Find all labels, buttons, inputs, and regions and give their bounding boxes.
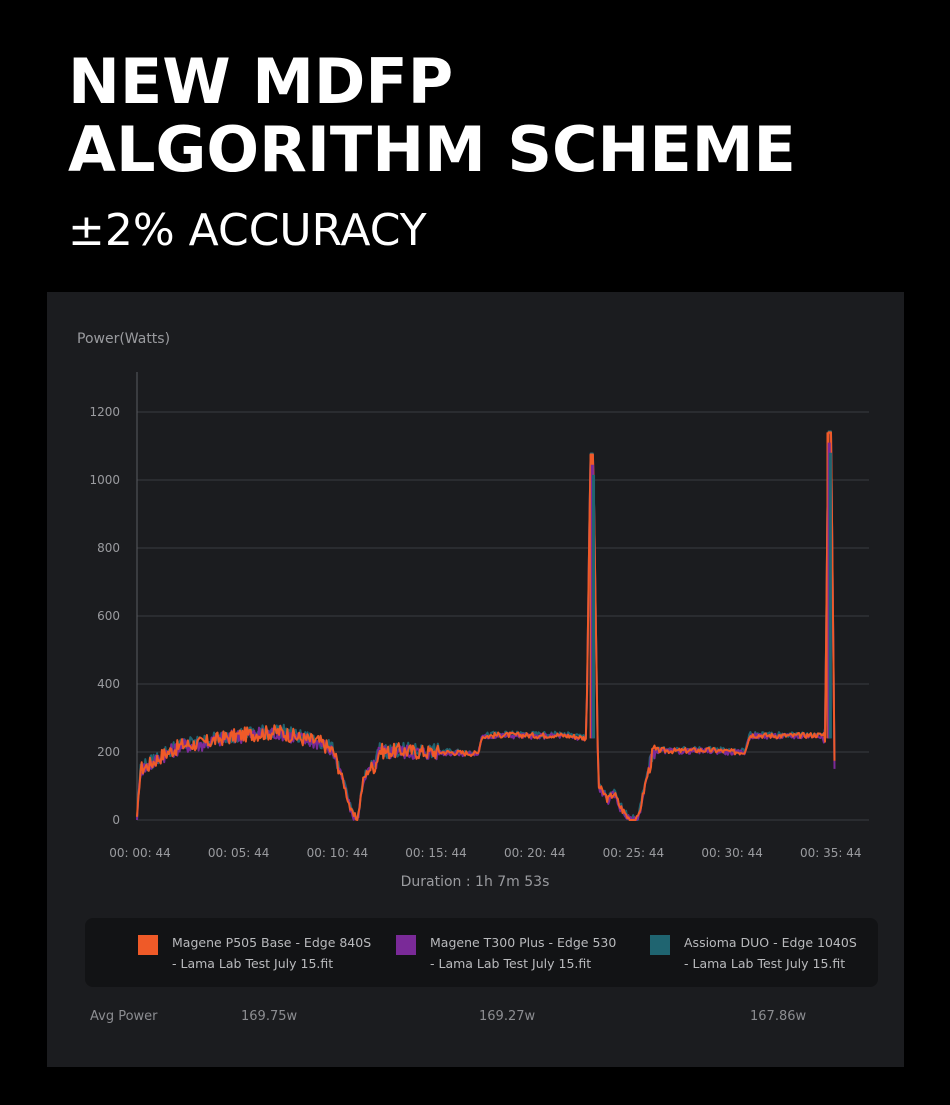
x-tick-label: 00: 15: 44 <box>405 846 467 860</box>
chart-legend: Magene P505 Base - Edge 840S - Lama Lab … <box>85 918 878 987</box>
series-line <box>136 432 836 821</box>
series-line <box>136 431 836 821</box>
x-tick-label: 00: 35: 44 <box>800 846 862 860</box>
headline: NEW MDFP ALGORITHM SCHEME <box>68 48 796 184</box>
x-tick-label: 00: 00: 44 <box>109 846 171 860</box>
subheadline: ±2% ACCURACY <box>68 205 427 256</box>
x-tick-label: 00: 05: 44 <box>208 846 270 860</box>
legend-assioma-line2: - Lama Lab Test July 15.fit <box>684 956 846 971</box>
legend-t300-line1: Magene T300 Plus - Edge 530 <box>430 935 617 950</box>
headline-line-1: NEW MDFP <box>68 45 454 118</box>
legend-label-p505: Magene P505 Base - Edge 840S - Lama Lab … <box>172 932 371 974</box>
y-tick-label: 1000 <box>89 473 120 487</box>
y-tick-label: 600 <box>97 609 120 623</box>
avg-power-t300: 169.27w <box>479 1009 536 1024</box>
legend-swatch-teal <box>650 935 670 955</box>
x-tick-label: 00: 30: 44 <box>701 846 763 860</box>
y-tick-label: 0 <box>112 813 120 827</box>
x-tick-label: 00: 25: 44 <box>603 846 665 860</box>
legend-swatch-purple <box>396 935 416 955</box>
series-line <box>136 430 836 821</box>
legend-t300-line2: - Lama Lab Test July 15.fit <box>430 956 592 971</box>
chart-panel: Power(Watts) 0 200 400 600 800 1000 1200 00: 00:… <box>47 292 904 1067</box>
x-axis-title: Duration : 1h 7m 53s <box>401 874 550 890</box>
power-chart: Power(Watts) 0 200 400 600 800 1000 1200 00: 00:… <box>77 331 869 890</box>
avg-power-p505: 169.75w <box>241 1009 298 1024</box>
y-tick-label: 200 <box>97 745 120 759</box>
avg-power-assioma: 167.86w <box>750 1009 807 1024</box>
y-axis-title: Power(Watts) <box>77 331 170 347</box>
legend-assioma-line1: Assioma DUO - Edge 1040S <box>684 935 857 950</box>
legend-label-assioma: Assioma DUO - Edge 1040S - Lama Lab Test… <box>684 932 857 974</box>
legend-p505-line1: Magene P505 Base - Edge 840S <box>172 935 372 950</box>
y-tick-label: 1200 <box>89 405 120 419</box>
legend-p505-line2: - Lama Lab Test July 15.fit <box>172 956 334 971</box>
y-tick-label: 800 <box>97 541 120 555</box>
x-tick-label: 00: 10: 44 <box>307 846 369 860</box>
legend-label-t300: Magene T300 Plus - Edge 530 - Lama Lab T… <box>430 932 616 974</box>
avg-power-label: Avg Power <box>90 1009 158 1024</box>
legend-swatch-orange <box>138 935 158 955</box>
x-tick-label: 00: 20: 44 <box>504 846 566 860</box>
headline-line-2: ALGORITHM SCHEME <box>68 113 796 186</box>
y-tick-label: 400 <box>97 677 120 691</box>
